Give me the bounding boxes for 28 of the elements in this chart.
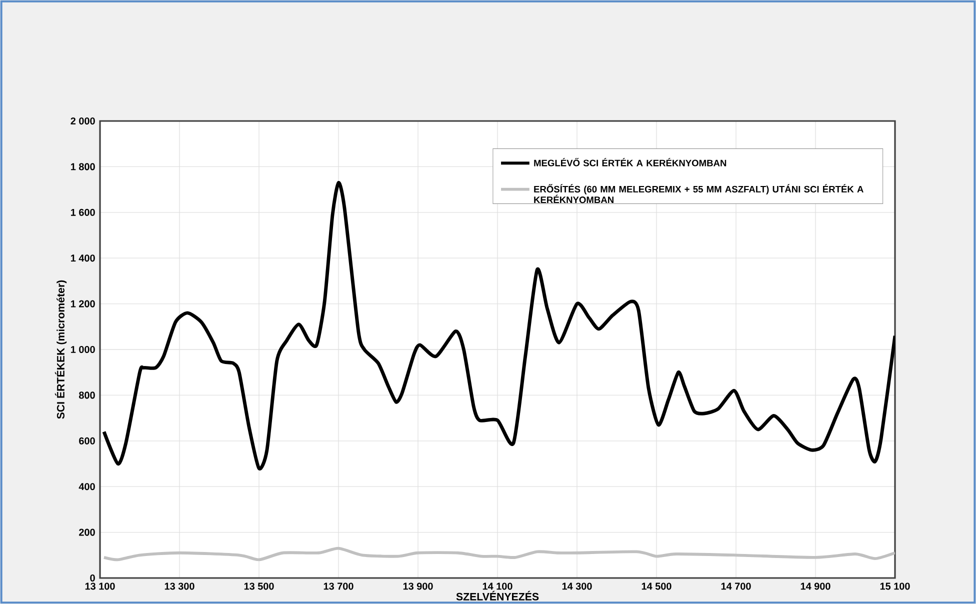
- y-tick-label: 600: [79, 437, 95, 444]
- y-tick-label: 800: [79, 392, 95, 399]
- x-tick-label: 14 100: [482, 582, 512, 590]
- y-tick-label: 400: [78, 483, 95, 490]
- x-tick-label: 13 300: [164, 582, 194, 590]
- x-tick-label: 14 900: [800, 582, 830, 590]
- y-tick-label: 1 200: [71, 300, 95, 308]
- y-tick-label: 1 600: [71, 208, 95, 216]
- legend-label: MEGLÉVŐ SCI ÉRTÉK A KERÉKNYOMBAN: [534, 158, 726, 166]
- x-tick-label: 13 900: [403, 582, 433, 590]
- y-tick-label: 1 800: [71, 163, 95, 170]
- x-axis-title: SZELVÉNYEZÉS: [456, 590, 539, 600]
- x-tick-label: 15 100: [880, 582, 910, 590]
- line-series: [102, 546, 895, 562]
- x-tick-label: 13 500: [244, 582, 274, 590]
- y-tick-label: 200: [79, 528, 95, 536]
- x-tick-label: 13 700: [324, 582, 354, 590]
- x-tick-label: 14 700: [721, 582, 751, 590]
- y-tick-label: 0: [90, 574, 95, 582]
- x-tick-label: 14 300: [562, 582, 592, 590]
- y-tick-label: 1 400: [71, 254, 95, 262]
- y-tick-label: 1 000: [71, 346, 95, 354]
- x-tick-label: 13 100: [85, 582, 115, 590]
- y-tick-label: 2 000: [70, 118, 95, 125]
- y-axis-title: SCI ÉRTÉKEK (microméter): [54, 280, 67, 419]
- legend-label: ERŐSÍTÉS (60 MM MELEGREMIX + 55 MM ASZFALT) UTÁNI SCI ÉRTÉK A KERÉKNYOMBAN: [534, 184, 864, 204]
- line-series: [102, 181, 895, 470]
- x-tick-label: 14 500: [642, 582, 672, 590]
